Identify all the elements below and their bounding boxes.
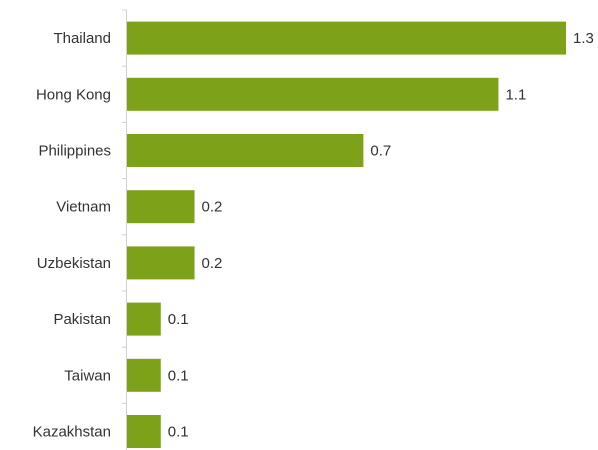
bars-layer bbox=[127, 22, 566, 448]
bar-hong-kong bbox=[127, 78, 498, 111]
category-label: Vietnam bbox=[56, 199, 111, 216]
bar-taiwan bbox=[127, 359, 161, 392]
axis-layer bbox=[122, 10, 127, 450]
bar-vietnam bbox=[127, 190, 195, 223]
category-label: Taiwan bbox=[64, 367, 111, 384]
value-label: 0.7 bbox=[370, 143, 391, 160]
value-label: 0.1 bbox=[168, 424, 189, 441]
bar-pakistan bbox=[127, 303, 161, 336]
category-label: Thailand bbox=[53, 30, 111, 47]
value-label: 1.3 bbox=[573, 30, 594, 47]
category-label: Kazakhstan bbox=[33, 424, 111, 441]
value-label: 0.1 bbox=[168, 367, 189, 384]
value-label: 0.1 bbox=[168, 311, 189, 328]
value-label: 0.2 bbox=[202, 199, 223, 216]
bar-thailand bbox=[127, 22, 566, 55]
category-label: Pakistan bbox=[53, 311, 111, 328]
bar-kazakhstan bbox=[127, 415, 161, 448]
value-label: 0.2 bbox=[202, 255, 223, 272]
bar-uzbekistan bbox=[127, 246, 195, 279]
category-label: Philippines bbox=[38, 143, 111, 160]
category-label: Hong Kong bbox=[36, 86, 111, 103]
category-label: Uzbekistan bbox=[37, 255, 111, 272]
value-label: 1.1 bbox=[505, 86, 526, 103]
bar-philippines bbox=[127, 134, 363, 167]
